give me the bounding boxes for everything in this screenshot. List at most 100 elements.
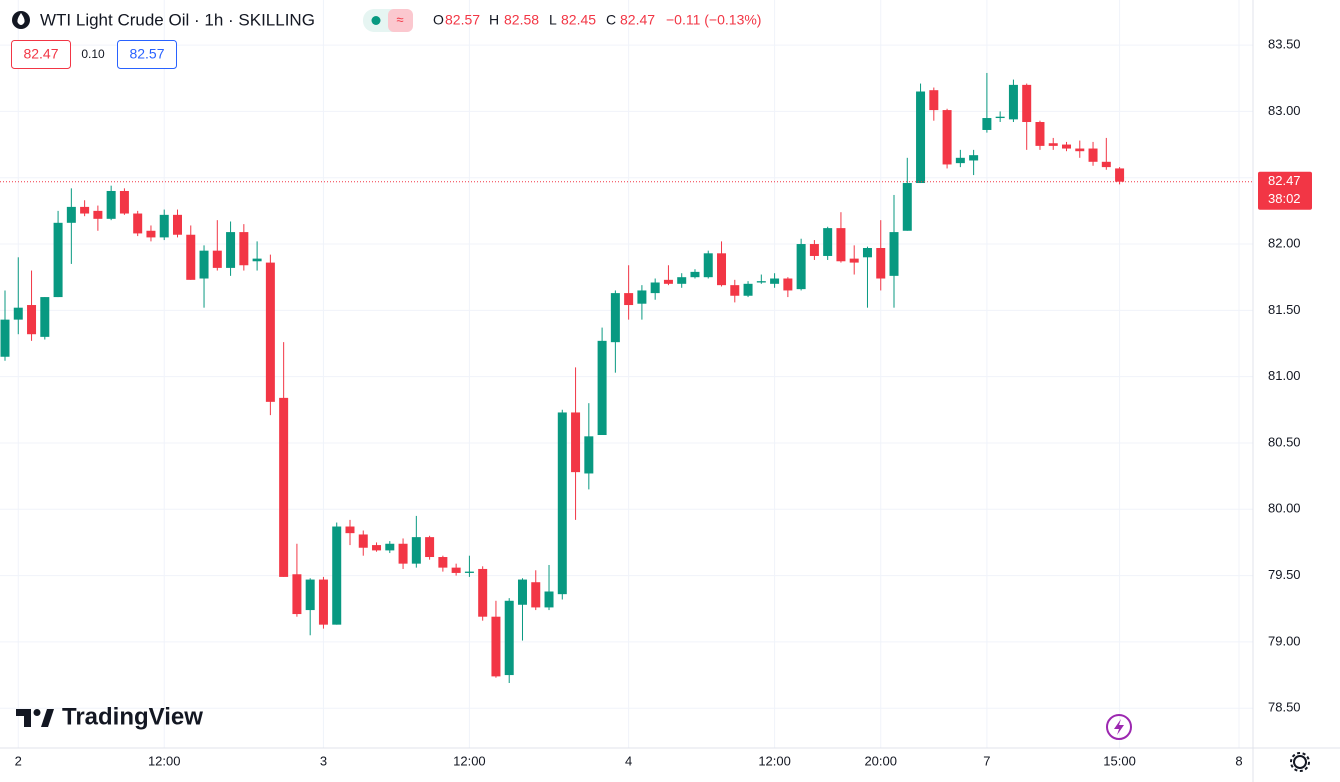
ohlc-value: 82.57 [445, 12, 480, 28]
candle-body [876, 248, 886, 279]
x-tick-label: 3 [320, 753, 327, 768]
candle-body [199, 250, 209, 279]
candle-body [93, 210, 103, 219]
candle-body [743, 283, 753, 296]
candle-body [318, 579, 328, 625]
x-tick-label: 12:00 [758, 753, 791, 768]
x-tick-label: 12:00 [453, 753, 486, 768]
candle-body [239, 232, 249, 266]
candle-body [305, 579, 315, 611]
news-icon-bolt [1114, 719, 1124, 735]
sell-button[interactable] [11, 40, 71, 69]
last-price-tag [1258, 171, 1312, 210]
candle-body [557, 412, 567, 595]
candle-body [226, 232, 236, 268]
candle-body [252, 258, 262, 262]
y-tick-label: 83.00 [1268, 103, 1301, 118]
ohlc-value: 82.45 [561, 12, 596, 28]
candle-body [451, 567, 461, 573]
candle-body [624, 293, 634, 306]
ohlc-label: L [549, 12, 557, 28]
x-tick-label: 7 [983, 753, 990, 768]
ohlc-value: 82.47 [620, 12, 655, 28]
x-tick-label: 4 [625, 753, 632, 768]
candle-body [146, 230, 156, 238]
candle-body [478, 568, 488, 617]
candle-body [292, 574, 302, 615]
candle-body [425, 537, 435, 558]
candle-body [345, 526, 355, 534]
candle-body [411, 537, 421, 564]
candle-body [703, 253, 713, 278]
y-tick-label: 79.00 [1268, 633, 1301, 648]
buy-button[interactable] [117, 40, 177, 69]
x-tick-label: 2 [15, 753, 22, 768]
candle-body [438, 557, 448, 568]
candle-body [464, 571, 474, 573]
x-tick-label: 20:00 [864, 753, 897, 768]
candle-body [969, 155, 979, 161]
candle-body [1088, 148, 1098, 162]
news-icon[interactable] [1106, 714, 1132, 740]
candle-body [571, 412, 581, 473]
y-tick-label: 82.00 [1268, 235, 1301, 250]
candle-body [955, 157, 965, 164]
bid: 82.47 [23, 46, 58, 62]
candle-body [677, 277, 687, 284]
candle-body [597, 340, 607, 436]
watermark: TradingView [62, 703, 203, 730]
x-tick-label: 12:00 [148, 753, 181, 768]
x-tick-label: 8 [1235, 753, 1242, 768]
candle-body [1048, 143, 1058, 146]
candle-body [1062, 144, 1072, 149]
candle-body [66, 206, 76, 223]
candle-body [544, 591, 554, 608]
candle-body [504, 600, 514, 676]
settings-icon[interactable] [1293, 755, 1307, 769]
candle-body [823, 228, 833, 256]
candle-body [133, 213, 143, 234]
candle-body [531, 582, 541, 608]
candle-body [80, 206, 90, 214]
candle-body [1075, 148, 1085, 152]
candle-body [358, 534, 368, 548]
candle-body [53, 222, 63, 298]
last-price-label: 82.47 [1268, 173, 1301, 188]
candle-body [836, 228, 846, 262]
y-tick-label: 79.50 [1268, 567, 1301, 582]
ohlc-value: 82.58 [504, 12, 539, 28]
candle-body [372, 545, 382, 551]
candle-body [1035, 122, 1045, 146]
candle-body [332, 526, 342, 625]
candle-body [584, 436, 594, 474]
candle-body [929, 90, 939, 111]
candle-body [610, 293, 620, 343]
candle-body [172, 214, 182, 235]
candles [0, 72, 1253, 684]
candle-body [770, 278, 780, 284]
candle-body [690, 271, 700, 278]
candle-body [385, 543, 395, 551]
symbol-icon-drop [17, 13, 25, 25]
candle-body [119, 190, 129, 214]
change: −0.11 (−0.13%) [666, 12, 761, 28]
candle-body [849, 258, 859, 263]
spread: 0.10 [81, 47, 105, 61]
y-tick-label: 78.50 [1268, 700, 1301, 715]
candle-body [265, 262, 275, 402]
candle-body [756, 281, 766, 283]
y-tick-label: 80.00 [1268, 501, 1301, 516]
axes: 78.50 79.00 79.50 80.00 80.50 81.00 81.50 82.00… [15, 37, 1312, 768]
candle-body [1101, 161, 1111, 168]
y-tick-label: 81.00 [1268, 368, 1301, 383]
ohlc-legend: O 82.57 H 82.58 L 82.45 C 82.47 [433, 12, 655, 28]
candle-body [916, 91, 926, 184]
tradingview-logo [16, 709, 54, 727]
candle-body [650, 282, 660, 294]
candle-body [889, 232, 899, 276]
symbol-title[interactable]: WTI Light Crude Oil · 1h · SKILLING [40, 10, 315, 29]
candle-body [1022, 84, 1032, 123]
candle-body [0, 319, 10, 357]
